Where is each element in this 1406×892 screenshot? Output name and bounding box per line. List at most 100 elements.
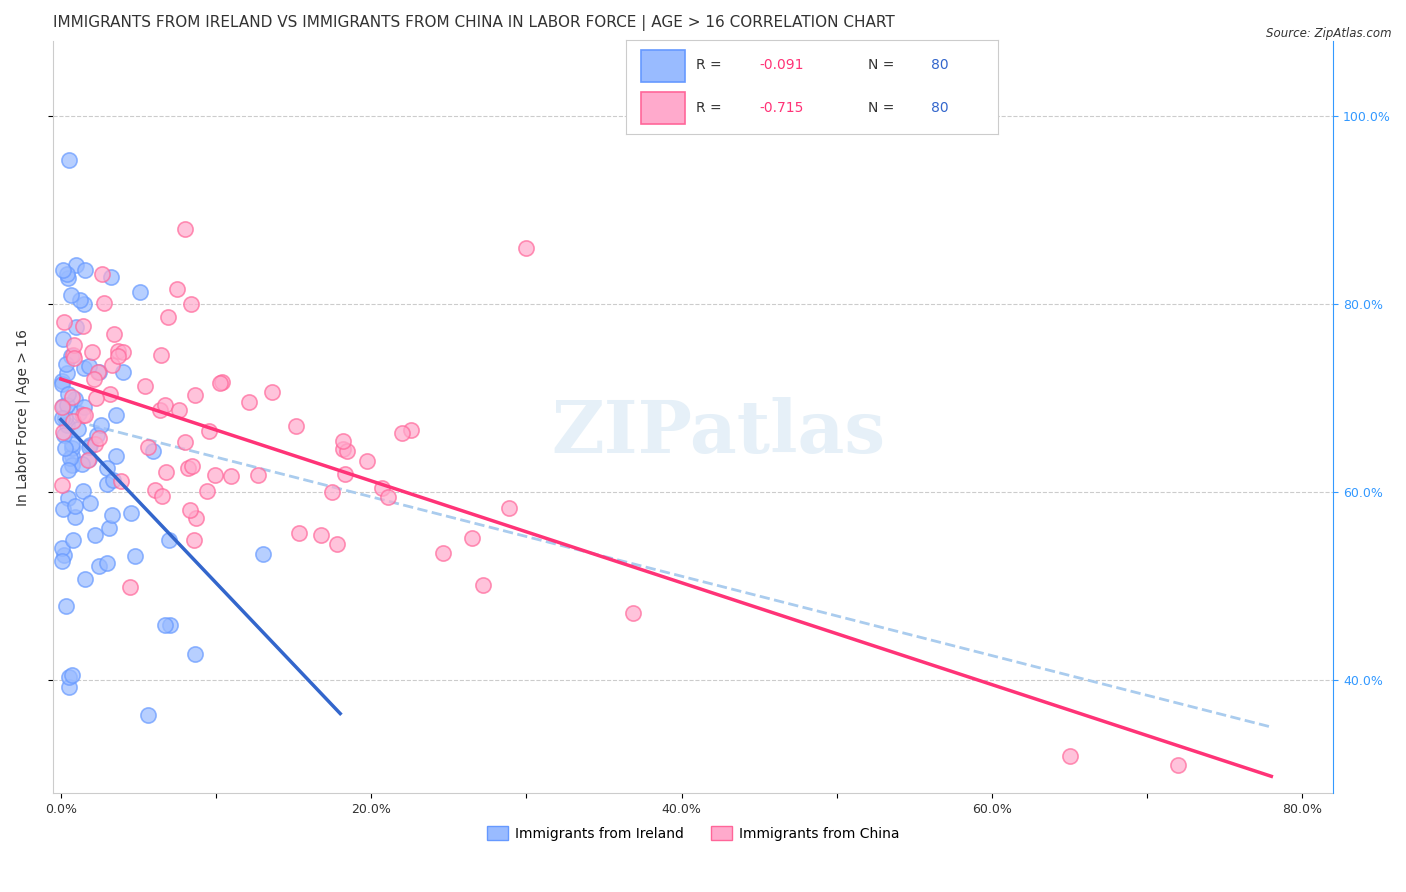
Immigrants from Ireland (105, 449, 128, 463)
Immigrants from China (180, 297, 202, 311)
Immigrants from China (107, 349, 129, 363)
Immigrants from Ireland (87, 558, 110, 573)
Immigrants from China (75, 409, 97, 423)
Immigrants from China (98, 387, 121, 401)
Immigrants from China (62, 348, 84, 362)
Immigrants from China (1059, 748, 1081, 763)
Immigrants from Ireland (55, 357, 77, 371)
Text: Source: ZipAtlas.com: Source: ZipAtlas.com (1267, 27, 1392, 40)
Immigrants from China (111, 345, 134, 359)
Immigrants from China (149, 403, 172, 417)
Immigrants from China (155, 465, 177, 479)
Immigrants from China (101, 358, 124, 372)
Immigrants from Ireland (53, 442, 76, 456)
Immigrants from Ireland (56, 417, 79, 432)
Immigrants from Ireland (52, 332, 75, 346)
Immigrants from China (120, 580, 142, 594)
Immigrants from China (62, 351, 84, 365)
Immigrants from Ireland (112, 366, 135, 380)
Immigrants from China (184, 510, 207, 524)
Immigrants from China (62, 414, 84, 428)
Immigrants from Ireland (60, 288, 83, 302)
Bar (641, 92, 685, 125)
Immigrants from China (51, 400, 73, 414)
Immigrants from Ireland (51, 541, 73, 555)
Text: N =: N = (868, 101, 898, 114)
Immigrants from China (399, 424, 422, 438)
Immigrants from China (84, 391, 107, 405)
Legend: Immigrants from Ireland, Immigrants from China: Immigrants from Ireland, Immigrants from… (481, 821, 905, 847)
Immigrants from China (391, 426, 413, 441)
Immigrants from China (89, 431, 111, 445)
Immigrants from China (72, 318, 94, 333)
Immigrants from China (103, 326, 125, 341)
Immigrants from Ireland (63, 392, 86, 406)
Immigrants from China (174, 222, 197, 236)
Immigrants from China (284, 418, 307, 433)
Text: -0.091: -0.091 (759, 59, 804, 72)
Immigrants from China (52, 315, 75, 329)
Immigrants from China (377, 490, 399, 504)
Immigrants from Ireland (60, 668, 83, 682)
Immigrants from China (311, 528, 333, 542)
Immigrants from Ireland (142, 443, 165, 458)
Immigrants from China (183, 533, 205, 548)
Immigrants from Ireland (55, 366, 77, 380)
Immigrants from Ireland (58, 153, 80, 168)
Immigrants from China (246, 468, 269, 483)
Immigrants from Ireland (56, 491, 79, 506)
Immigrants from Ireland (62, 437, 84, 451)
Text: -0.715: -0.715 (759, 101, 804, 114)
Immigrants from Ireland (62, 533, 84, 547)
Immigrants from China (150, 348, 173, 362)
Immigrants from China (211, 375, 233, 389)
Immigrants from Ireland (101, 508, 124, 523)
Immigrants from Ireland (120, 506, 142, 520)
Immigrants from Ireland (52, 400, 75, 414)
Immigrants from China (177, 460, 200, 475)
Immigrants from Ireland (104, 408, 127, 422)
Immigrants from Ireland (67, 422, 90, 436)
Immigrants from China (173, 434, 195, 449)
Immigrants from China (184, 387, 207, 401)
Immigrants from Ireland (157, 533, 180, 547)
Immigrants from Ireland (52, 263, 75, 277)
Immigrants from China (321, 485, 343, 500)
Immigrants from China (432, 546, 454, 560)
Immigrants from Ireland (56, 398, 79, 412)
Immigrants from Ireland (52, 427, 75, 442)
Immigrants from Ireland (77, 440, 100, 454)
Immigrants from China (150, 489, 173, 503)
Immigrants from Ireland (90, 417, 112, 432)
Immigrants from Ireland (75, 572, 97, 586)
Immigrants from Ireland (69, 293, 91, 307)
Immigrants from China (156, 310, 179, 325)
Immigrants from Ireland (103, 473, 125, 487)
Immigrants from Ireland (184, 647, 207, 661)
Immigrants from China (1167, 758, 1189, 772)
Immigrants from Ireland (52, 502, 75, 516)
Immigrants from China (134, 379, 156, 393)
Immigrants from China (219, 468, 242, 483)
Immigrants from Ireland (72, 484, 94, 499)
Immigrants from Ireland (83, 528, 105, 542)
Immigrants from China (461, 531, 484, 545)
Immigrants from China (87, 365, 110, 379)
Immigrants from China (107, 344, 129, 359)
Immigrants from China (204, 467, 226, 482)
Immigrants from Ireland (60, 449, 83, 463)
Immigrants from Ireland (51, 411, 73, 425)
Immigrants from Ireland (65, 258, 87, 272)
Immigrants from Ireland (53, 410, 76, 425)
Immigrants from China (60, 390, 83, 404)
Immigrants from Ireland (73, 297, 96, 311)
Text: R =: R = (696, 59, 727, 72)
Immigrants from Ireland (58, 671, 80, 685)
Immigrants from Ireland (51, 554, 73, 568)
Immigrants from China (179, 503, 201, 517)
Immigrants from Ireland (86, 428, 108, 442)
Immigrants from China (52, 425, 75, 440)
Immigrants from Ireland (73, 360, 96, 375)
Immigrants from Ireland (59, 349, 82, 363)
Immigrants from Ireland (96, 460, 118, 475)
